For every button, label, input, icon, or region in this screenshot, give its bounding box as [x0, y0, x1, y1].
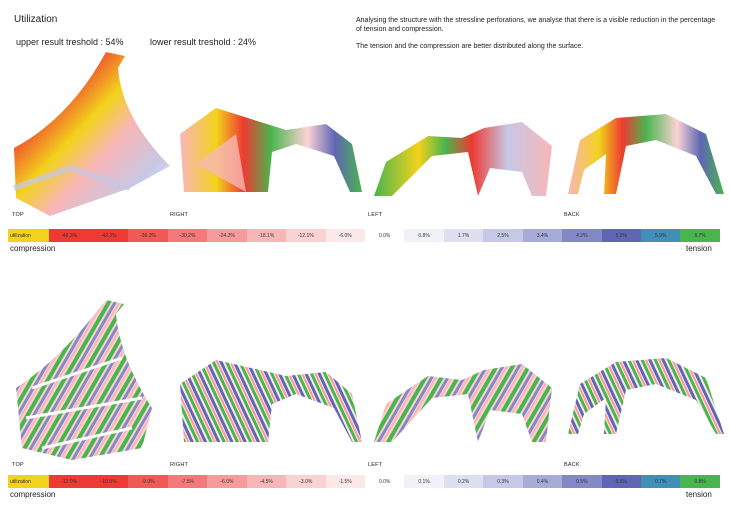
scale-tick: 0.8% [404, 229, 444, 242]
scale-tick: -10.5% [88, 475, 129, 488]
right-view-shape-perforated [180, 360, 362, 442]
scale-tick: -30.2% [167, 229, 208, 242]
scale-tick: -18.1% [246, 229, 287, 242]
tension-label: tension [686, 490, 712, 499]
scale-tick: -7.5% [167, 475, 208, 488]
scale-tick: 1.7% [443, 229, 484, 242]
back-view-shape-solid [568, 114, 724, 194]
scale-tick: -12.1% [286, 229, 326, 242]
view-label-top: TOP [12, 212, 24, 218]
scale-label: utilization [8, 229, 50, 242]
top-view-shape-perforated [16, 300, 152, 460]
scale-tick: 0.6% [601, 475, 641, 488]
scale-tick: 0.7% [641, 475, 681, 488]
page-title: Utilization [14, 14, 58, 25]
scale-tick: -6.0% [207, 475, 247, 488]
scale-tick: -3.0% [286, 475, 326, 488]
view-label-top: TOP [12, 462, 24, 468]
scale-tick: -48.3% [49, 229, 89, 242]
tension-label: tension [686, 244, 712, 253]
description-paragraph: Analysing the structure with the stressl… [356, 17, 716, 33]
description: Analysing the structure with the stressl… [356, 16, 716, 59]
scale-tick: 2.5% [483, 229, 523, 242]
scale-tick: -6.0% [325, 229, 365, 242]
scale-tick: 0.0% [364, 229, 405, 242]
compression-label: compression [10, 490, 56, 499]
lower-threshold: lower result treshold : 24% [150, 37, 257, 47]
scale-tick: -42.3% [88, 229, 129, 242]
scale-tick: 0.2% [443, 475, 484, 488]
scale-tick: -12.0% [49, 475, 89, 488]
left-view-shape-solid [374, 122, 552, 196]
upper-threshold: upper result treshold : 54% [16, 37, 124, 47]
scale-tick: -1.5% [325, 475, 365, 488]
back-view-shape-perforated [568, 358, 724, 434]
scale-tick: -9.0% [128, 475, 168, 488]
right-view-shape-solid [180, 108, 362, 192]
scale-tick: -4.5% [246, 475, 287, 488]
left-view-shape-perforated [374, 364, 552, 442]
scale-tick: 4.2% [562, 229, 602, 242]
scale-tick: 0.1% [404, 475, 444, 488]
view-label-right: RIGHT [170, 212, 189, 218]
scale-tick: -36.3% [128, 229, 168, 242]
view-label-back: BACK [564, 462, 580, 468]
utilization-scale: utilization -48.3% -42.3% -36.3% -30.2% -24.2… [8, 229, 720, 242]
scale-tick: 5.9% [641, 229, 681, 242]
scale-tick: 0.3% [483, 475, 523, 488]
scale-tick: 0.4% [522, 475, 563, 488]
view-label-left: LEFT [368, 212, 383, 218]
top-view-shape-solid [12, 52, 170, 216]
compression-label: compression [10, 244, 56, 253]
scale-tick: 5.0% [601, 229, 641, 242]
scale-tick: 0.8% [680, 475, 720, 488]
view-label-back: BACK [564, 212, 580, 218]
scale-tick: -24.2% [207, 229, 247, 242]
description-paragraph: The tension and the compression are bett… [356, 43, 584, 50]
utilization-scale: utilization -12.0% -10.5% -9.0% -7.5% -6.0% -4… [8, 475, 720, 488]
scale-label: utilization [8, 475, 50, 488]
scale-tick: 0.0% [364, 475, 405, 488]
view-label-right: RIGHT [170, 462, 189, 468]
scale-tick: 3.4% [522, 229, 563, 242]
view-label-left: LEFT [368, 462, 383, 468]
scale-tick: 0.5% [562, 475, 602, 488]
scale-tick: 6.7% [680, 229, 720, 242]
